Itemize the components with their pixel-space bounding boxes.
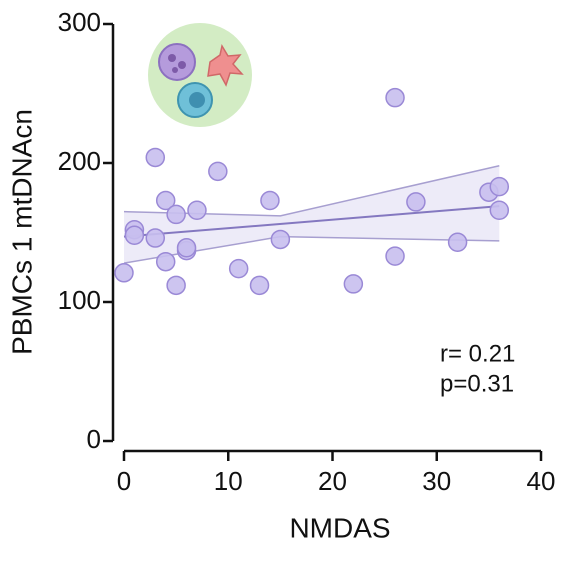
point (155, 251, 176, 272)
point (187, 200, 207, 221)
point (385, 246, 405, 266)
point (489, 176, 510, 197)
point (124, 225, 145, 246)
point (166, 204, 186, 225)
annotation: r= 0.21 (440, 340, 515, 367)
point (406, 192, 426, 212)
point (145, 228, 166, 248)
point (155, 190, 176, 211)
point (260, 190, 280, 211)
cell-icon (148, 23, 252, 127)
point (166, 275, 186, 296)
point (270, 229, 291, 250)
x-tick-label: 0 (117, 466, 131, 496)
y-tick-label: 200 (58, 146, 101, 176)
point (447, 232, 468, 252)
point (145, 147, 166, 168)
point (489, 200, 510, 221)
y-axis-title: PBMCs 1 mtDNAcn (6, 109, 37, 355)
y-tick-label: 300 (58, 7, 101, 37)
x-tick-label: 40 (527, 466, 556, 496)
point (385, 87, 405, 108)
point (228, 258, 249, 279)
x-tick-label: 20 (318, 466, 347, 496)
point (208, 161, 228, 182)
y-tick-label: 0 (87, 424, 101, 454)
x-tick-label: 30 (422, 466, 451, 496)
x-tick-label: 10 (214, 466, 243, 496)
x-axis-title: NMDAS (289, 512, 390, 543)
y-tick-label: 100 (58, 285, 101, 315)
point (343, 274, 364, 294)
point (249, 275, 270, 296)
annotation: p=0.31 (440, 370, 514, 397)
point (176, 238, 197, 258)
point (114, 263, 134, 283)
fit-line (123, 205, 500, 238)
